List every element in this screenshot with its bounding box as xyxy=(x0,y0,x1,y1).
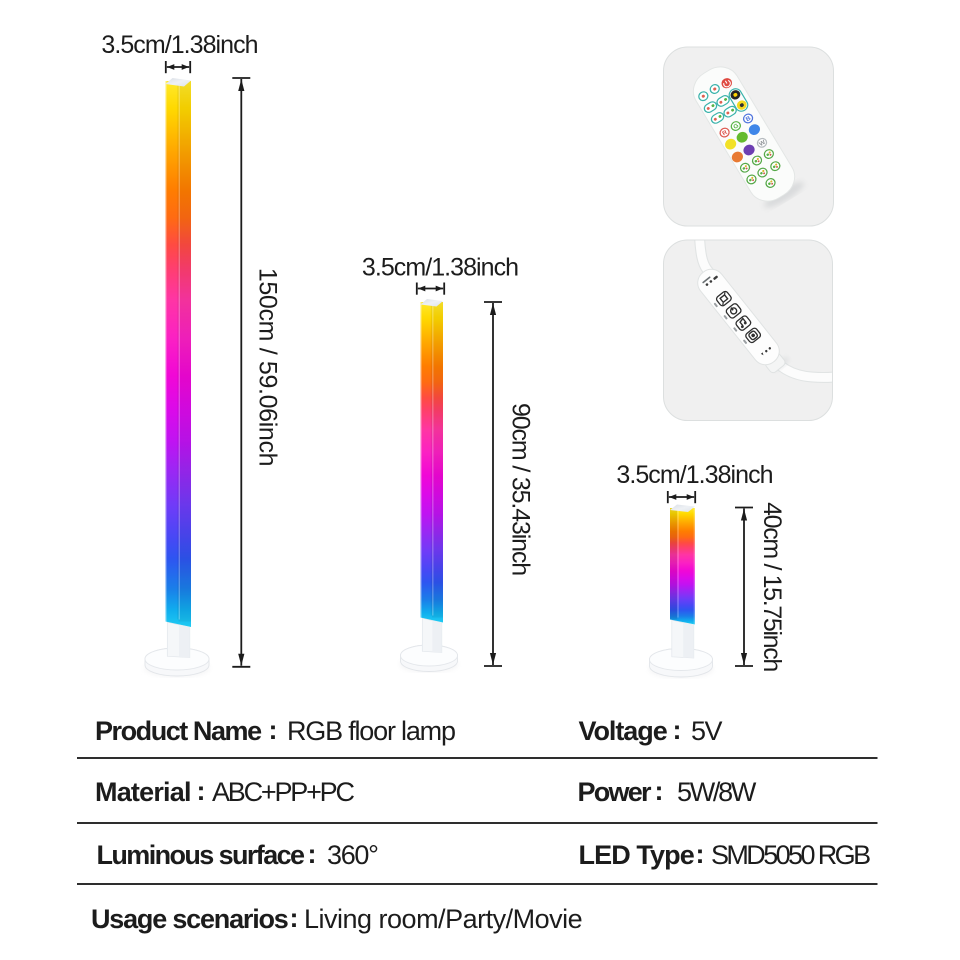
svg-text:B: B xyxy=(745,115,753,123)
svg-text:150cm / 59.06inch: 150cm / 59.06inch xyxy=(254,268,282,466)
svg-text:R: R xyxy=(721,129,729,137)
svg-text:Living room/Party/Movie: Living room/Party/Movie xyxy=(304,904,582,934)
svg-text:Power: Power xyxy=(578,777,653,807)
svg-text:G: G xyxy=(732,122,740,130)
svg-text:3.5cm/1.38inch: 3.5cm/1.38inch xyxy=(101,31,257,59)
svg-text:90cm / 35.43inch: 90cm / 35.43inch xyxy=(507,403,535,575)
svg-text:Voltage: Voltage xyxy=(579,716,668,746)
svg-text:Product Name: Product Name xyxy=(95,716,262,746)
svg-text:3.5cm/1.38inch: 3.5cm/1.38inch xyxy=(362,254,518,282)
svg-text:LED Type: LED Type xyxy=(579,840,695,870)
svg-text::: : xyxy=(308,839,317,869)
svg-text::: : xyxy=(290,903,299,933)
svg-text::: : xyxy=(673,715,682,745)
svg-text:RGB floor lamp: RGB floor lamp xyxy=(287,716,455,746)
svg-text::: : xyxy=(655,776,664,806)
svg-text::: : xyxy=(197,776,206,806)
svg-text:40cm / 15.75inch: 40cm / 15.75inch xyxy=(758,502,786,671)
svg-text:360°: 360° xyxy=(327,840,378,870)
svg-text::: : xyxy=(696,839,705,869)
svg-text:5V: 5V xyxy=(691,716,723,746)
svg-text:ABC+PP+PC: ABC+PP+PC xyxy=(212,777,354,807)
svg-text::: : xyxy=(269,715,278,745)
svg-text:W: W xyxy=(758,139,767,148)
svg-text:SMD5050 RGB: SMD5050 RGB xyxy=(711,840,870,870)
svg-text:5W/8W: 5W/8W xyxy=(677,777,757,807)
svg-text:3.5cm/1.38inch: 3.5cm/1.38inch xyxy=(616,461,772,489)
svg-text:Luminous surface: Luminous surface xyxy=(97,840,306,870)
svg-text:Material: Material xyxy=(95,777,191,807)
svg-text:Usage scenarios: Usage scenarios xyxy=(91,904,288,934)
